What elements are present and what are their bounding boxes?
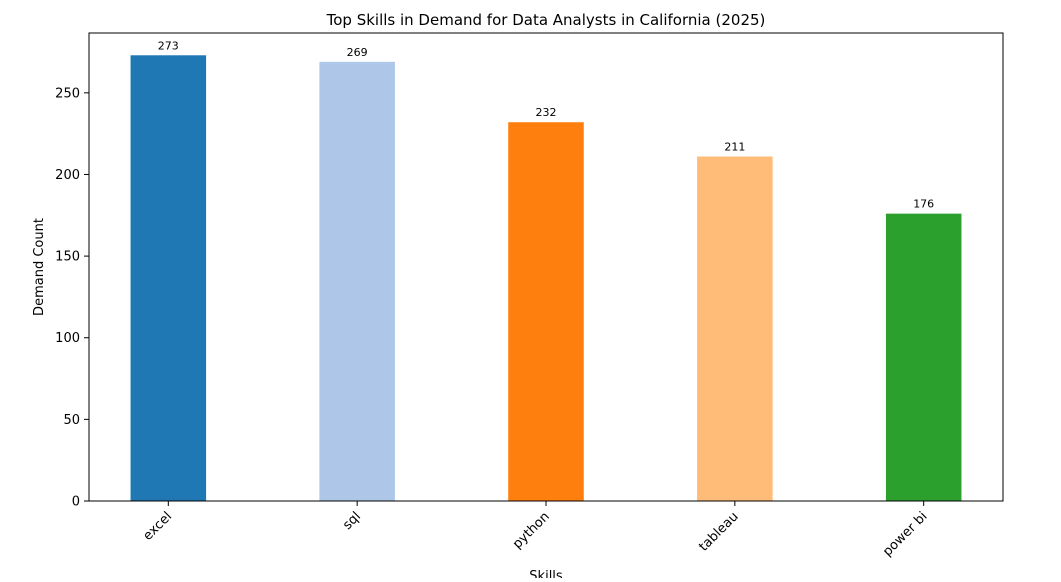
data-label-sql: 269 <box>347 46 368 59</box>
data-labels-layer: 273 269 232 211 176 <box>158 39 934 210</box>
bar-python <box>508 122 584 501</box>
x-tick-label-tableau: tableau <box>696 509 741 554</box>
bars-layer <box>130 55 962 501</box>
x-tick-label-python: python <box>510 509 553 552</box>
data-label-tableau: 211 <box>724 141 745 154</box>
y-tick-label: 100 <box>55 331 80 346</box>
y-axis: 0 50 100 150 200 250 <box>55 86 89 510</box>
y-tick-label: 150 <box>55 250 80 265</box>
data-label-power-bi: 176 <box>913 198 934 211</box>
x-axis: excel sql python tableau power bi <box>140 501 931 560</box>
y-tick-label: 50 <box>63 413 80 428</box>
y-axis-label: Demand Count <box>32 218 47 316</box>
x-axis-label: Skills <box>529 569 563 578</box>
y-tick-label: 250 <box>55 86 80 101</box>
x-tick-label-sql: sql <box>340 509 364 533</box>
y-tick-label: 0 <box>72 495 80 510</box>
x-tick-label-power-bi: power bi <box>880 509 930 559</box>
x-tick-label-excel: excel <box>140 509 175 544</box>
chart-title: Top Skills in Demand for Data Analysts i… <box>326 11 766 29</box>
bar-excel <box>130 55 207 501</box>
y-tick-label: 200 <box>55 168 80 183</box>
bar-sql <box>319 61 395 501</box>
data-label-excel: 273 <box>158 39 179 52</box>
bar-tableau <box>697 156 773 501</box>
bar-power-bi <box>885 213 962 501</box>
data-label-python: 232 <box>536 106 557 119</box>
